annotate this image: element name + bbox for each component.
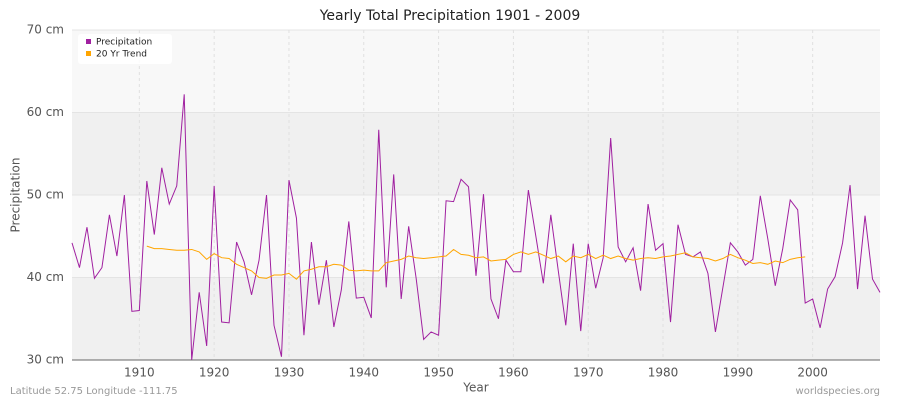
legend-swatch [86, 39, 91, 44]
x-tick-label: 1950 [423, 366, 454, 380]
legend-label: Precipitation [96, 38, 152, 48]
legend-label: 20 Yr Trend [96, 50, 147, 60]
x-tick-label: 1980 [648, 366, 679, 380]
y-tick-label: 40 cm [27, 270, 64, 284]
y-tick-label: 30 cm [27, 353, 64, 367]
x-tick-label: 1990 [723, 366, 754, 380]
x-tick-label: 1930 [274, 366, 305, 380]
band [72, 112, 880, 195]
y-tick-label: 70 cm [27, 23, 64, 37]
series-line [146, 245, 806, 280]
legend-box [78, 34, 172, 64]
x-tick-label: 1910 [124, 366, 155, 380]
x-tick-label: 1970 [573, 366, 604, 380]
x-tick-label: 1920 [199, 366, 230, 380]
y-axis-label: Precipitation [9, 157, 23, 232]
footer-left: Latitude 52.75 Longitude -111.75 [10, 386, 178, 397]
legend: Precipitation 20 Yr Trend [78, 34, 172, 64]
x-tick-label: 2000 [797, 366, 828, 380]
band [72, 277, 880, 360]
footer-right: worldspecies.org [796, 386, 880, 397]
legend-swatch [86, 51, 91, 56]
y-tick-label: 60 cm [27, 105, 64, 119]
x-axis-label: Year [462, 381, 488, 395]
x-tick-label: 1940 [349, 366, 380, 380]
x-tick-label: 1960 [498, 366, 529, 380]
series-line [71, 94, 881, 361]
chart-title: Yearly Total Precipitation 1901 - 2009 [319, 8, 581, 24]
y-tick-label: 50 cm [27, 188, 64, 202]
